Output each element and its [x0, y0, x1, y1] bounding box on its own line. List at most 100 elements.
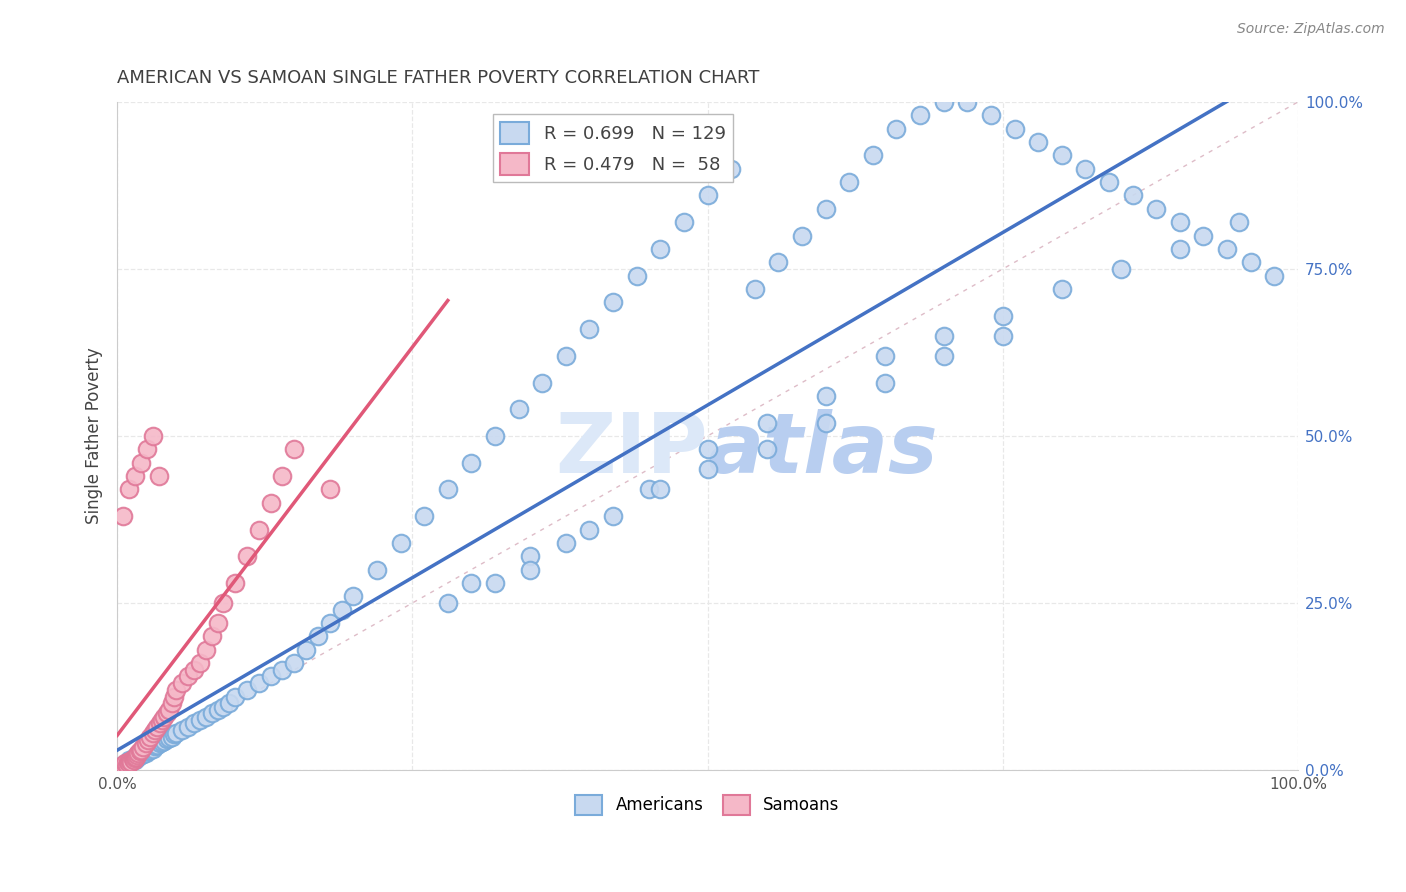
Point: [218, 696, 240, 710]
Point: [141, 740, 163, 755]
Point: [111, 760, 134, 774]
Point: [177, 669, 200, 683]
Point: [157, 703, 180, 717]
Point: [436, 596, 458, 610]
Point: [183, 663, 205, 677]
Y-axis label: Single Father Poverty: Single Father Poverty: [86, 348, 103, 524]
Point: [110, 760, 132, 774]
Point: [956, 95, 979, 109]
Point: [129, 743, 152, 757]
Point: [132, 747, 155, 761]
Point: [637, 483, 659, 497]
Point: [247, 523, 270, 537]
Text: Source: ZipAtlas.com: Source: ZipAtlas.com: [1237, 22, 1385, 37]
Point: [150, 735, 173, 749]
Point: [125, 751, 148, 765]
Point: [131, 746, 153, 760]
Point: [696, 442, 718, 457]
Point: [1168, 242, 1191, 256]
Point: [260, 496, 283, 510]
Point: [650, 242, 672, 256]
Point: [519, 563, 541, 577]
Point: [319, 483, 342, 497]
Point: [125, 749, 148, 764]
Point: [696, 188, 718, 202]
Point: [554, 536, 576, 550]
Point: [118, 483, 141, 497]
Point: [142, 429, 165, 443]
Point: [143, 739, 166, 753]
Point: [460, 456, 482, 470]
Point: [602, 509, 624, 524]
Point: [132, 739, 155, 754]
Point: [128, 747, 150, 761]
Point: [127, 748, 149, 763]
Point: [138, 741, 160, 756]
Point: [247, 676, 270, 690]
Point: [838, 175, 860, 189]
Point: [120, 754, 142, 768]
Point: [672, 215, 695, 229]
Point: [194, 709, 217, 723]
Point: [108, 761, 131, 775]
Point: [283, 656, 305, 670]
Point: [271, 663, 294, 677]
Point: [129, 748, 152, 763]
Point: [283, 442, 305, 457]
Point: [172, 723, 194, 737]
Legend: Americans, Samoans: Americans, Samoans: [569, 789, 846, 822]
Point: [1240, 255, 1263, 269]
Point: [768, 255, 790, 269]
Point: [814, 389, 837, 403]
Point: [991, 309, 1014, 323]
Point: [720, 161, 742, 176]
Point: [127, 747, 149, 761]
Point: [908, 108, 931, 122]
Point: [112, 757, 135, 772]
Point: [108, 762, 131, 776]
Point: [120, 755, 142, 769]
Point: [814, 202, 837, 216]
Point: [156, 706, 179, 721]
Text: ZIP: ZIP: [555, 409, 707, 490]
Point: [117, 755, 139, 769]
Point: [118, 753, 141, 767]
Point: [319, 615, 342, 630]
Point: [626, 268, 648, 283]
Point: [873, 349, 896, 363]
Point: [578, 523, 600, 537]
Text: atlas: atlas: [707, 409, 938, 490]
Point: [107, 763, 129, 777]
Point: [1168, 215, 1191, 229]
Point: [366, 563, 388, 577]
Point: [153, 733, 176, 747]
Point: [755, 442, 778, 457]
Point: [142, 726, 165, 740]
Point: [271, 469, 294, 483]
Point: [136, 733, 159, 747]
Point: [114, 756, 136, 771]
Point: [134, 744, 156, 758]
Point: [135, 736, 157, 750]
Point: [118, 756, 141, 771]
Point: [519, 549, 541, 564]
Point: [160, 730, 183, 744]
Point: [201, 629, 224, 643]
Point: [932, 95, 955, 109]
Point: [135, 442, 157, 457]
Point: [508, 402, 530, 417]
Point: [172, 676, 194, 690]
Point: [128, 744, 150, 758]
Point: [124, 749, 146, 764]
Point: [149, 736, 172, 750]
Point: [1192, 228, 1215, 243]
Point: [886, 121, 908, 136]
Point: [224, 690, 246, 704]
Point: [790, 228, 813, 243]
Point: [389, 536, 412, 550]
Point: [744, 282, 766, 296]
Point: [755, 416, 778, 430]
Point: [330, 602, 353, 616]
Point: [112, 759, 135, 773]
Point: [342, 590, 364, 604]
